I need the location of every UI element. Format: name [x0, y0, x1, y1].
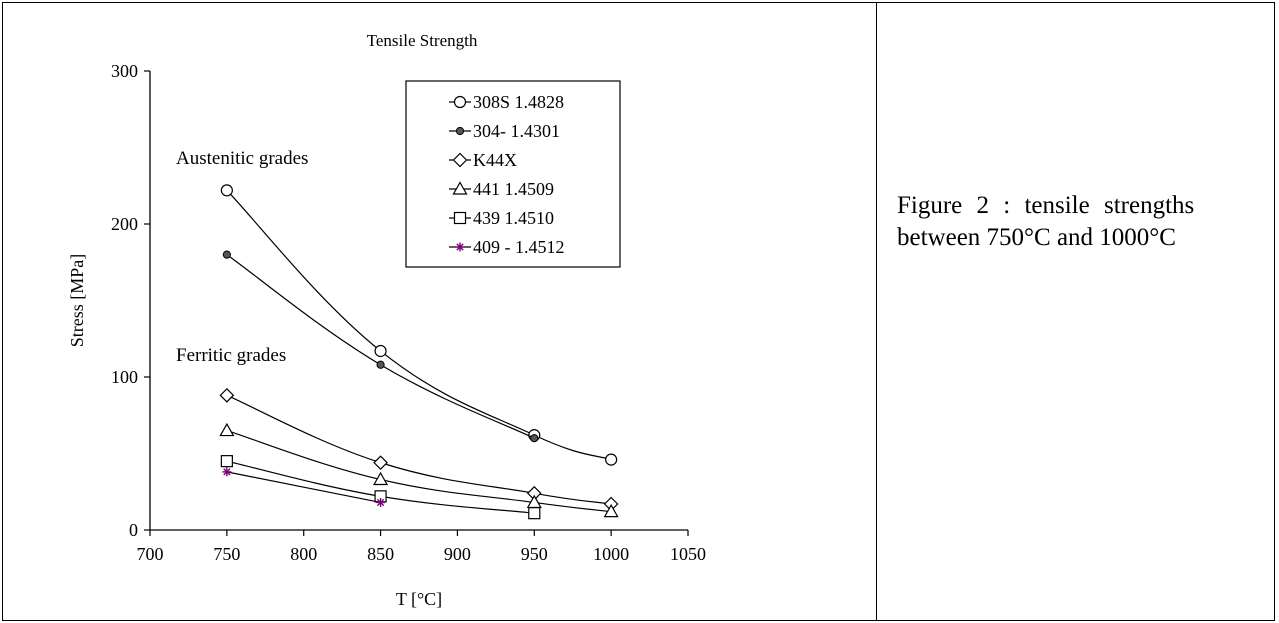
y-tick-label: 100	[111, 367, 138, 387]
data-point-series-0	[374, 344, 387, 358]
x-axis-label: T [°C]	[396, 589, 442, 609]
y-axis-label: Stress [MPa]	[67, 254, 87, 348]
legend-label-4: 439 1.4510	[473, 208, 554, 228]
data-point-series-0	[220, 184, 233, 197]
data-point-series-1	[530, 434, 539, 443]
data-point-series-5-stroke	[223, 468, 231, 476]
data-point-series-2	[373, 455, 388, 471]
legend-label-3: 441 1.4509	[473, 179, 554, 199]
legend-label-0: 308S 1.4828	[473, 92, 564, 112]
figure-caption: Figure 2 : tensile strengths between 750…	[897, 190, 1277, 254]
data-point-series-0	[605, 453, 618, 466]
legend-label-1: 304- 1.4301	[473, 121, 560, 141]
x-tick-label: 800	[290, 544, 317, 564]
data-point-series-1	[376, 360, 385, 369]
legend-marker-5-stroke	[456, 243, 464, 251]
x-tick-label: 700	[137, 544, 164, 564]
data-point-series-3	[603, 503, 619, 518]
series-line-3	[226, 429, 612, 513]
data-point-series-5	[376, 497, 386, 507]
x-tick-label: 750	[213, 544, 240, 564]
legend-marker-3	[452, 181, 468, 195]
data-point-series-4	[220, 455, 233, 468]
data-point-series-4	[528, 507, 541, 520]
data-point-series-3	[219, 422, 235, 437]
chart-title: Tensile Strength	[367, 31, 478, 50]
legend-marker-1	[455, 126, 465, 136]
annotation-austenitic-grades: Austenitic grades	[176, 148, 308, 169]
x-tick-label: 1050	[670, 544, 706, 564]
x-tick-label: 1000	[593, 544, 629, 564]
tensile-strength-chart: 700 750 800 850 900 950 1000 1050 0 100 200 300 Tens…	[67, 31, 706, 609]
y-tick-label: 0	[129, 520, 138, 540]
series-line-2	[226, 394, 612, 505]
legend-box	[405, 80, 621, 268]
legend-marker-0	[453, 95, 467, 109]
table-column-divider	[876, 2, 877, 621]
legend-label-2: K44X	[473, 150, 517, 170]
data-point-series-5	[222, 467, 232, 477]
x-tick-label: 950	[521, 544, 548, 564]
legend-label-5: 409 - 1.4512	[473, 237, 565, 257]
annotation-ferritic-grades: Ferritic grades	[176, 345, 286, 366]
x-tick-label: 850	[367, 544, 394, 564]
x-tick-label: 900	[444, 544, 471, 564]
legend-marker-4	[453, 211, 467, 225]
y-tick-label: 300	[111, 61, 138, 81]
data-point-series-3	[373, 471, 389, 486]
y-tick-label: 200	[111, 214, 138, 234]
caption-line-1: Figure 2 : tensile strengths	[897, 192, 1195, 219]
data-point-series-5-stroke	[376, 498, 385, 507]
caption-line-2: between 750°C and 1000°C	[897, 224, 1176, 251]
series-line-0	[226, 189, 612, 461]
data-point-series-1	[222, 250, 231, 259]
data-point-series-2	[219, 388, 235, 403]
legend-marker-5	[455, 242, 465, 252]
legend-marker-2	[452, 152, 468, 168]
series-line-5	[226, 471, 381, 504]
